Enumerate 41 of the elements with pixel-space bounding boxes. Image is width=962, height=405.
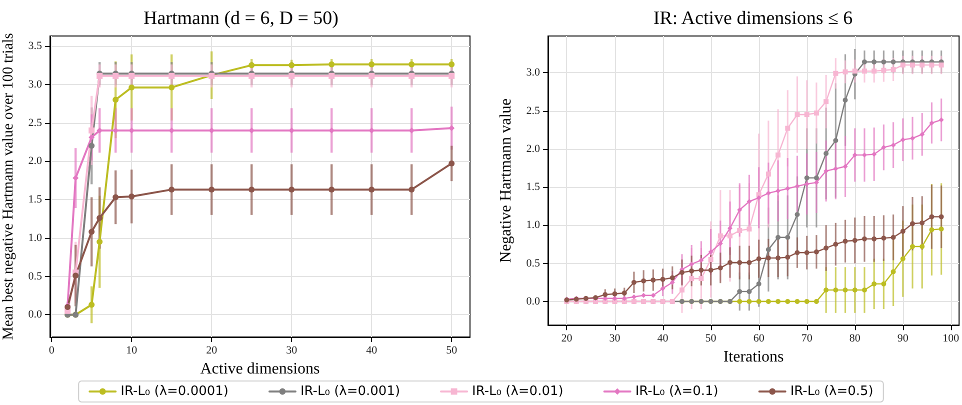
x-tick-label: 50 <box>705 332 717 345</box>
x-tick-label: 40 <box>657 332 669 345</box>
x-tick-label: 50 <box>446 344 458 356</box>
y-tick-label: 1.5 <box>28 194 42 206</box>
y-tick-label: 2.5 <box>526 104 540 117</box>
x-axis-title: Active dimensions <box>200 360 320 378</box>
x-tick-label: 40 <box>366 344 378 356</box>
legend-label: IR-L₀ (λ=0.001) <box>300 384 400 399</box>
y-tick-label: 3.5 <box>28 40 42 52</box>
y-axis-title: Mean best negative Hartmann value over 100 trials <box>0 32 16 340</box>
y-tick-label: 3.0 <box>526 66 540 79</box>
legend-label: IR-L₀ (λ=0.0001) <box>120 384 228 399</box>
y-tick-label: 0.5 <box>526 257 540 270</box>
y-tick-label: 1.5 <box>526 181 540 194</box>
x-tick-label: 30 <box>286 344 298 356</box>
x-tick-label: 60 <box>753 332 765 345</box>
y-tick-label: 2.0 <box>526 142 540 155</box>
y-axis-title: Negative Hartmann value <box>498 98 514 263</box>
legend-label: IR-L₀ (λ=0.1) <box>635 384 718 399</box>
y-tick-label: 3.0 <box>28 78 42 90</box>
x-tick-label: 20 <box>206 344 218 356</box>
chart-title: Hartmann (d = 6, D = 50) <box>143 8 339 29</box>
legend-label: IR-L₀ (λ=0.5) <box>790 384 874 399</box>
x-tick-label: 80 <box>849 332 861 345</box>
y-tick-label: 2.5 <box>28 116 42 129</box>
y-tick-label: 0.0 <box>526 295 540 308</box>
x-tick-label: 20 <box>561 332 573 345</box>
legend-label: IR-L₀ (λ=0.01) <box>472 384 564 399</box>
x-tick-label: 0 <box>48 344 55 356</box>
x-tick-label: 70 <box>801 332 813 345</box>
x-axis-title: Iterations <box>723 348 784 366</box>
x-tick-label: 90 <box>897 332 909 345</box>
y-tick-label: 2.0 <box>28 155 42 168</box>
y-tick-label: 0.0 <box>28 308 42 321</box>
y-tick-label: 1.0 <box>28 232 42 244</box>
y-tick-label: 0.5 <box>28 270 42 282</box>
chart-title: IR: Active dimensions ≤ 6 <box>653 8 853 29</box>
y-tick-label: 1.0 <box>526 219 540 232</box>
x-tick-label: 10 <box>126 344 138 356</box>
x-tick-label: 30 <box>609 332 621 345</box>
x-tick-label: 100 <box>942 332 960 345</box>
